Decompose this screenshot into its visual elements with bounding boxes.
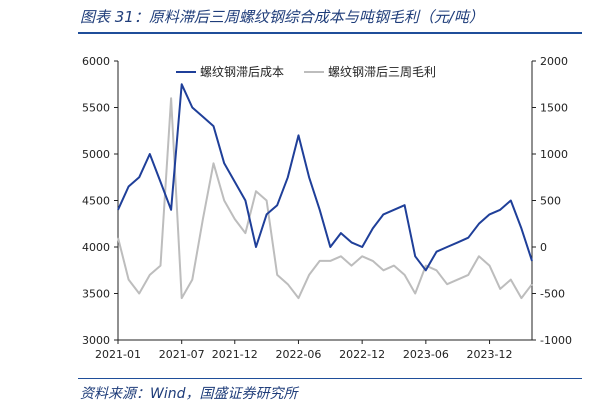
right-tick-label: -500 [540, 288, 565, 301]
left-tick-label: 5000 [82, 148, 110, 161]
right-tick-label: 0 [540, 241, 547, 254]
x-tick-label: 2022-12 [339, 348, 385, 361]
x-tick-label: 2021-01 [95, 348, 141, 361]
x-tick-label: 2021-07 [159, 348, 205, 361]
title-rule [78, 32, 582, 34]
x-tick-label: 2021-12 [212, 348, 258, 361]
x-tick-label: 2022-06 [275, 348, 321, 361]
source-rule [78, 378, 582, 379]
legend-label-2: 螺纹钢滞后三周毛利 [328, 65, 436, 79]
right-tick-label: 500 [540, 195, 561, 208]
right-tick-label: 2000 [540, 55, 568, 68]
source-note: 资料来源：Wind，国盛证券研究所 [80, 386, 298, 402]
right-tick-label: 1500 [540, 102, 568, 115]
legend-label-1: 螺纹钢滞后成本 [200, 65, 284, 79]
left-tick-label: 4000 [82, 241, 110, 254]
x-tick-label: 2023-12 [467, 348, 513, 361]
series-line-1 [117, 83, 533, 272]
left-tick-label: 6000 [82, 55, 110, 68]
series-line-2 [117, 97, 533, 300]
figure-title: 图表 31：原料滞后三周螺纹钢综合成本与吨钢毛利（元/吨） [80, 8, 484, 26]
right-tick-label: -1000 [540, 334, 572, 347]
left-tick-label: 4500 [82, 195, 110, 208]
x-tick-label: 2023-06 [403, 348, 449, 361]
left-tick-label: 3000 [82, 334, 110, 347]
left-tick-label: 3500 [82, 288, 110, 301]
right-tick-label: 1000 [540, 148, 568, 161]
left-tick-label: 5500 [82, 102, 110, 115]
